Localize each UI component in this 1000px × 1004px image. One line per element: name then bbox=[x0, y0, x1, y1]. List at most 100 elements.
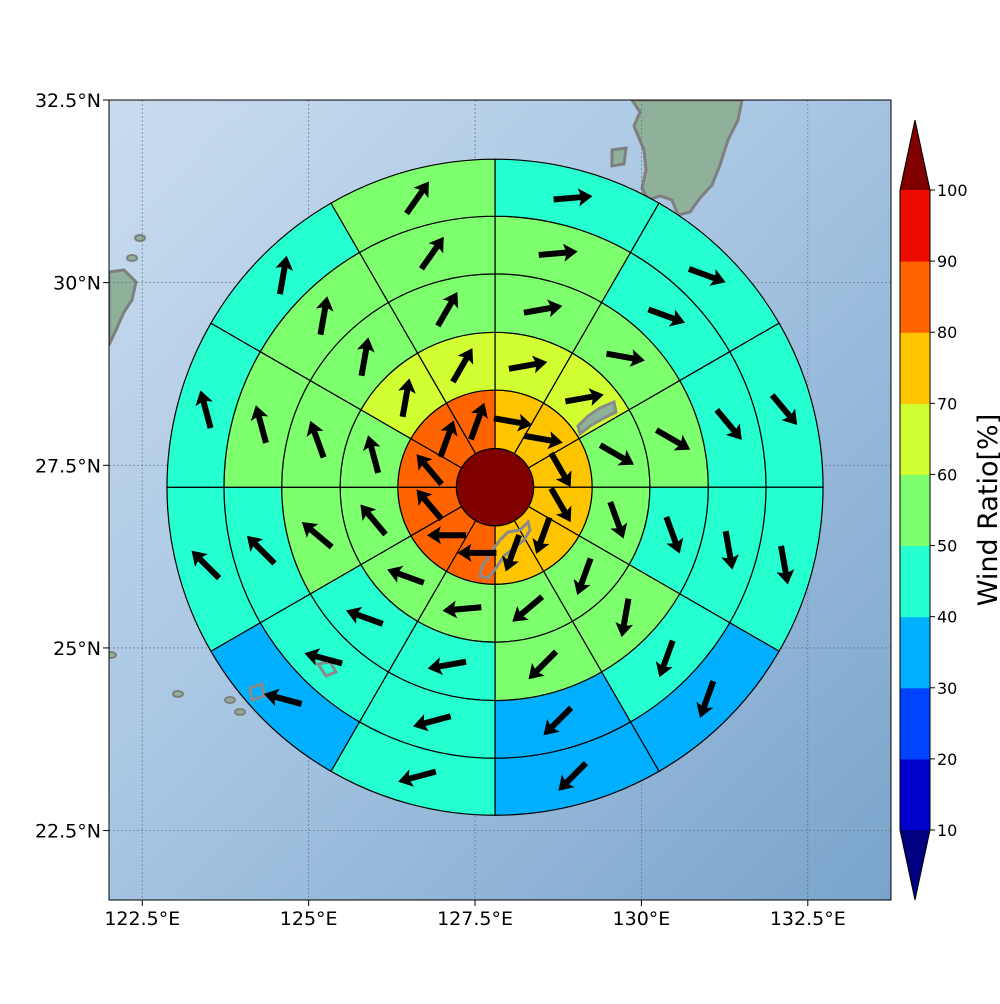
wind-arrow bbox=[346, 606, 384, 627]
wind-arrow-shape bbox=[769, 393, 798, 426]
wind-arrow-shape bbox=[416, 489, 444, 522]
wind-arrow bbox=[426, 526, 466, 545]
coastline-overlay bbox=[248, 399, 618, 702]
colorbar-segment bbox=[900, 687, 930, 760]
map-frame bbox=[108, 99, 892, 901]
wind-arrow-shape bbox=[508, 355, 548, 374]
x-tick-label: 127.5°E bbox=[437, 908, 513, 930]
wind-arrow-shape bbox=[363, 435, 382, 474]
wind-arrow-shape bbox=[538, 243, 578, 262]
wind-arrow bbox=[605, 349, 645, 367]
wind-arrow bbox=[655, 639, 676, 678]
wind-arrow bbox=[457, 543, 497, 562]
wind-arrow-shape bbox=[615, 598, 634, 638]
wind-arrow bbox=[508, 355, 548, 374]
y-tick-label: 27.5°N bbox=[35, 455, 101, 477]
miyako-coastline bbox=[315, 660, 339, 678]
wind-arrow bbox=[538, 243, 578, 262]
colorbar-tick-label: 80 bbox=[937, 323, 957, 342]
colorbar-segment bbox=[900, 190, 930, 262]
colorbar-tick-label: 10 bbox=[937, 821, 957, 840]
wind-arrow-shape bbox=[315, 296, 334, 336]
wind-arrow bbox=[360, 504, 388, 537]
wind-arrow bbox=[548, 486, 572, 523]
wind-arrow-shape bbox=[573, 557, 594, 596]
amami-coastline bbox=[576, 399, 618, 437]
y-tick-label: 22.5°N bbox=[35, 821, 101, 843]
y-tick-label: 32.5°N bbox=[35, 90, 101, 112]
western-land bbox=[109, 268, 138, 346]
wind-arrow-shape bbox=[543, 705, 574, 736]
wind-arrow bbox=[418, 236, 444, 271]
wind-arrow-shape bbox=[663, 515, 684, 554]
wind-arrow-shape bbox=[442, 600, 482, 619]
wind-arrow bbox=[647, 306, 686, 327]
wind-arrow bbox=[306, 420, 327, 459]
wind-arrow-shape bbox=[195, 390, 214, 429]
wind-arrow-shape bbox=[275, 255, 294, 295]
wind-arrow-shape bbox=[523, 299, 563, 318]
wind-arrow bbox=[607, 500, 628, 539]
wind-arrow bbox=[523, 431, 563, 450]
wind-arrow bbox=[442, 600, 482, 619]
colorbar-tick-label: 70 bbox=[937, 394, 957, 413]
wind-arrow bbox=[450, 348, 474, 384]
colorbar-tick-label: 100 bbox=[937, 181, 968, 200]
colorbar-under-arrow bbox=[900, 830, 930, 900]
colorbar-tick-label: 90 bbox=[937, 252, 957, 271]
wind-arrow-shape bbox=[263, 688, 303, 707]
y-tick-label: 30°N bbox=[53, 273, 101, 295]
wind-arrow-shape bbox=[387, 565, 425, 586]
colorbar-segment bbox=[900, 616, 930, 689]
colorbar-segment bbox=[900, 261, 930, 333]
wind-arrow-shape bbox=[502, 533, 522, 572]
wind-arrow bbox=[553, 188, 593, 207]
wind-arrow-shape bbox=[346, 606, 384, 627]
wind-arrow bbox=[512, 594, 545, 622]
colorbar: 10 20 30 40 50 60 70 80 90 100 bbox=[899, 119, 968, 901]
island bbox=[126, 254, 138, 262]
wind-arrow bbox=[523, 299, 563, 318]
x-tick-label: 130°E bbox=[613, 908, 671, 930]
wind-arrow bbox=[301, 522, 334, 550]
okinawa-coastline bbox=[478, 519, 532, 580]
wind-arrow-shape bbox=[360, 504, 388, 537]
wind-arrow bbox=[398, 768, 437, 787]
wind-arrow bbox=[363, 435, 382, 474]
colorbar-segment bbox=[900, 758, 930, 831]
wind-arrow bbox=[721, 530, 739, 570]
wind-arrow bbox=[615, 598, 634, 638]
wind-arrow-shape bbox=[426, 526, 466, 545]
wind-arrow-shape bbox=[306, 420, 327, 459]
wind-arrow bbox=[528, 649, 559, 680]
wind-arrow bbox=[663, 515, 684, 554]
wind-arrow-shape bbox=[304, 648, 343, 667]
colorbar-tick-label: 30 bbox=[937, 679, 957, 698]
wind-arrow bbox=[304, 648, 343, 667]
wind-arrow-shape bbox=[468, 402, 488, 441]
y-tick-label: 25°N bbox=[53, 638, 101, 660]
wind-arrow-shape bbox=[654, 427, 691, 451]
wind-arrow-shape bbox=[607, 500, 628, 539]
x-axis-ticks: 122.5°E 125°E 127.5°E 130°E 132.5°E bbox=[104, 900, 846, 930]
wind-arrow bbox=[387, 565, 425, 586]
wind-arrow-shape bbox=[687, 266, 726, 286]
wind-arrow bbox=[468, 402, 488, 441]
wind-arrow bbox=[769, 393, 798, 426]
wind-arrow-shape bbox=[558, 760, 589, 791]
wind-arrow bbox=[404, 181, 429, 216]
wind-arrow-shape bbox=[655, 639, 676, 678]
colorbar-segment bbox=[900, 474, 930, 547]
colorbar-tick-label: 60 bbox=[937, 465, 957, 484]
wind-arrow-shape bbox=[528, 649, 559, 680]
colorbar-label: Wind Ratio[%] bbox=[973, 414, 1000, 606]
wind-arrow-shape bbox=[598, 442, 635, 466]
wind-arrow-shape bbox=[191, 550, 222, 581]
island bbox=[224, 696, 236, 704]
wind-arrow bbox=[598, 442, 635, 466]
wind-arrow bbox=[696, 680, 717, 718]
wind-arrow bbox=[416, 454, 444, 487]
wind-arrow-shape bbox=[416, 454, 444, 487]
wind-arrow bbox=[191, 550, 222, 581]
